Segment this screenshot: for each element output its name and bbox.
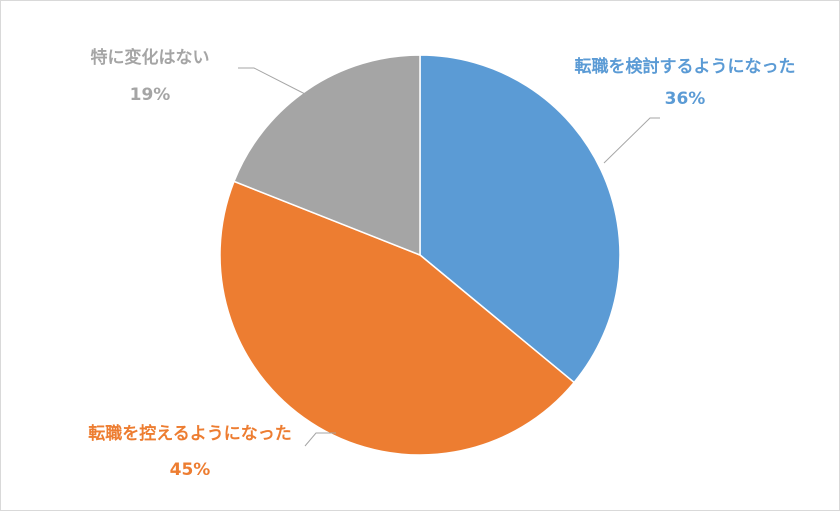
leader-line-2 bbox=[304, 432, 336, 447]
slice-label-2: 転職を控えるようになった bbox=[88, 423, 292, 444]
pie-slices bbox=[219, 54, 621, 456]
leader-lines bbox=[238, 67, 660, 447]
slice-value-1: 36% bbox=[665, 89, 706, 109]
slice-value-2: 45% bbox=[170, 460, 211, 480]
pie-slice-3 bbox=[233, 54, 421, 257]
leader-line-1 bbox=[603, 117, 660, 164]
leader-line-3 bbox=[238, 67, 308, 96]
slice-label-1: 転職を検討するようになった bbox=[575, 56, 796, 77]
pie-slice-2 bbox=[219, 180, 576, 456]
data-labels: 転職を検討するようになった 36% 転職を控えるようになった 45% 特に変化はない 19… bbox=[88, 47, 795, 480]
slice-value-3: 19% bbox=[130, 85, 171, 105]
pie-slice-1 bbox=[419, 54, 621, 384]
slice-label-3: 特に変化はない bbox=[91, 47, 210, 68]
